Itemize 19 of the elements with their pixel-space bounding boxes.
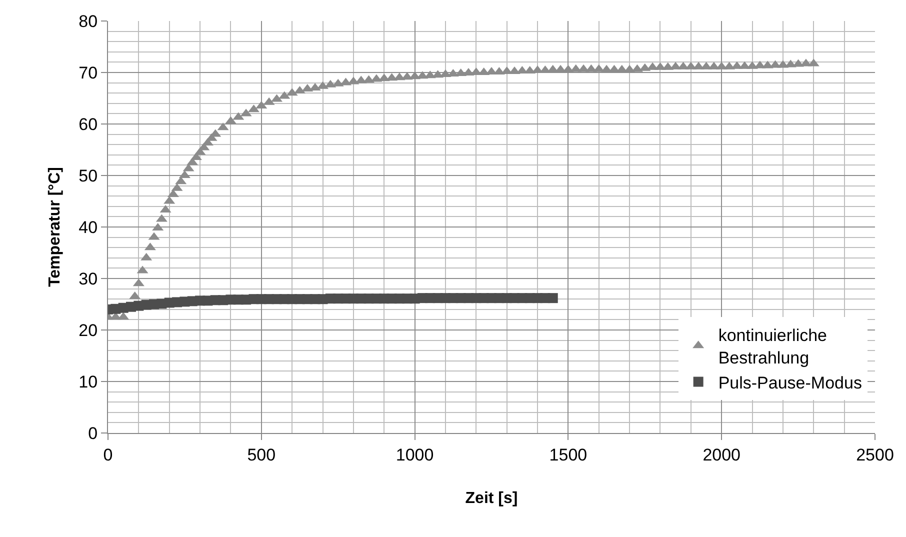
x-axis-title: Zeit [s] — [465, 490, 518, 508]
y-tick-label: 0 — [88, 424, 98, 443]
y-tick-label: 20 — [78, 320, 98, 340]
y-tick-label: 50 — [78, 166, 98, 186]
x-tick-label: 500 — [247, 445, 276, 464]
x-tick-label: 1500 — [549, 445, 588, 464]
x-tick-label: 0 — [103, 445, 113, 464]
legend-label: Puls-Pause-Modus — [718, 373, 862, 392]
y-tick-label: 60 — [78, 114, 98, 134]
x-tick-label: 2000 — [702, 445, 741, 464]
y-tick-label: 30 — [78, 269, 98, 288]
y-tick-label: 80 — [78, 12, 98, 31]
y-tick-label: 70 — [78, 63, 98, 82]
y-tick-label: 10 — [78, 372, 98, 392]
y-axis-title: Temperatur [°C] — [46, 167, 64, 287]
x-tick-label: 2500 — [856, 445, 894, 464]
legend-label: kontinuierliche Bestrahlung — [718, 326, 828, 368]
x-tick-label: 1000 — [396, 445, 434, 464]
y-tick-label: 40 — [78, 218, 98, 237]
